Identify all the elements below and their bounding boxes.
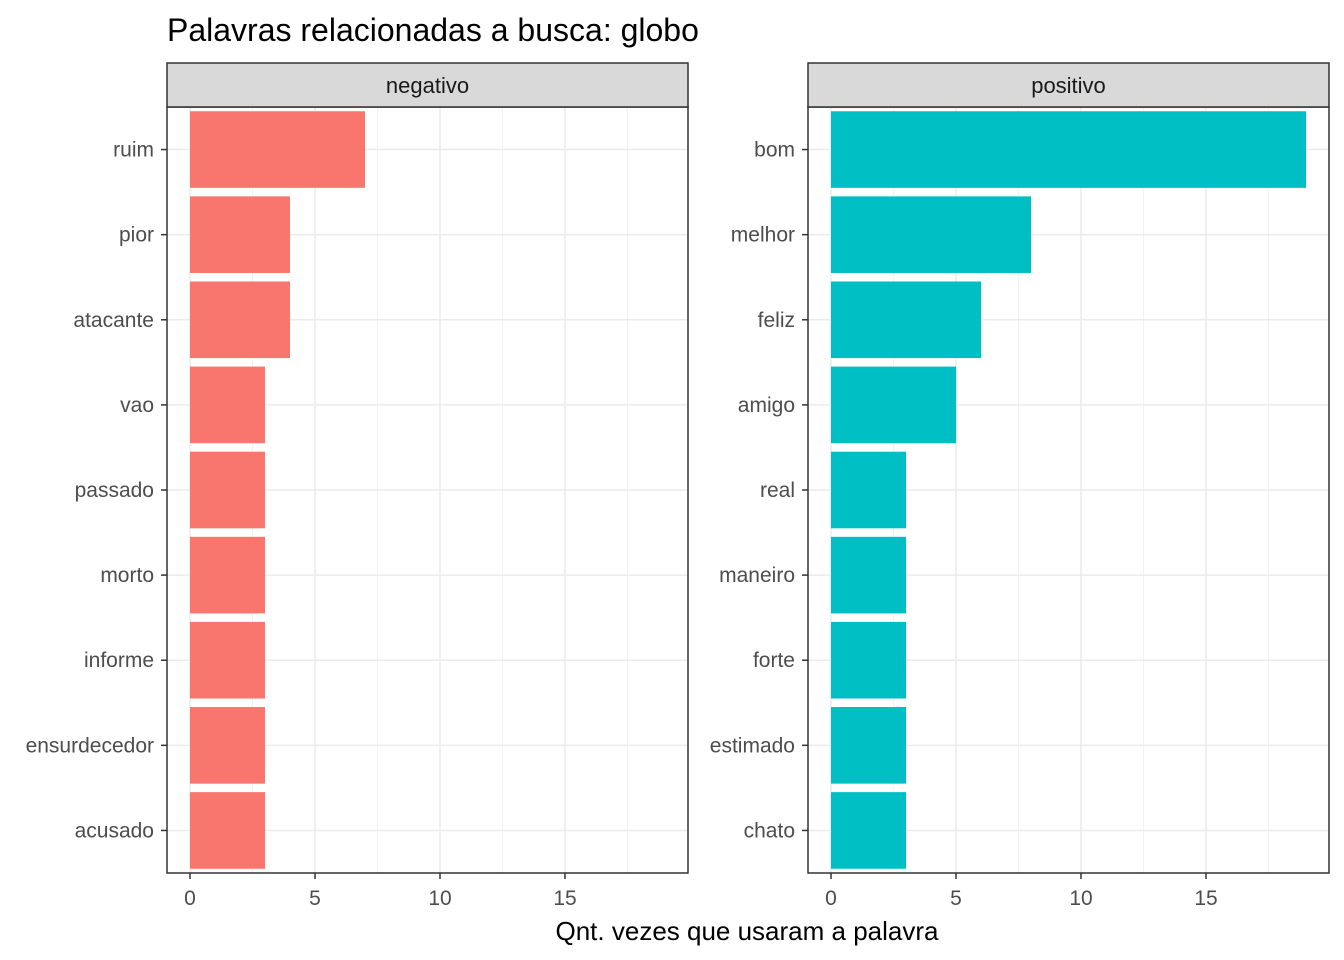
x-tick-label: 10 [428, 887, 451, 910]
y-tick-label-melhor: melhor [731, 224, 795, 247]
x-tick-label: 10 [1069, 887, 1092, 910]
x-tick-label: 0 [184, 887, 196, 910]
x-tick-label: 15 [553, 887, 576, 910]
panels: negativo ruim pior atacante vao passado morto i… [26, 62, 1330, 910]
y-tick-label-morto: morto [100, 564, 154, 587]
bar-ensurdecedor [190, 707, 265, 784]
strip-background [166, 62, 689, 108]
y-tick-label-bom: bom [754, 139, 795, 162]
bar-chato [831, 792, 906, 869]
y-tick-label-vao: vao [120, 394, 154, 417]
y-tick-label-amigo: amigo [738, 394, 795, 417]
x-tick-label: 5 [309, 887, 321, 910]
y-tick-label-chato: chato [744, 819, 795, 842]
bar-maneiro [831, 536, 906, 614]
bar-acusado [190, 792, 265, 869]
bar-bom [831, 111, 1306, 188]
bar-forte [831, 621, 906, 699]
panel-negativo: negativo ruim pior atacante vao passado morto i… [26, 62, 689, 910]
y-tick-label-ruim: ruim [113, 139, 154, 162]
y-tick-label-informe: informe [84, 649, 154, 672]
x-tick-label: 0 [825, 887, 837, 910]
bar-melhor [831, 196, 1031, 273]
bar-morto [190, 536, 265, 614]
bar-amigo [831, 366, 956, 444]
chart-title: Palavras relacionadas a busca: globo [167, 12, 699, 48]
y-tick-label-maneiro: maneiro [719, 564, 795, 587]
bar-pior [190, 196, 290, 273]
y-tick-label-acusado: acusado [75, 819, 154, 842]
x-tick-label: 5 [950, 887, 962, 910]
y-tick-label-real: real [760, 479, 795, 502]
y-tick-label-feliz: feliz [758, 309, 795, 332]
strip-label: positivo [1031, 73, 1106, 98]
y-tick-label-pior: pior [119, 224, 154, 247]
bar-passado [190, 451, 265, 529]
bar-estimado [831, 707, 906, 784]
bar-feliz [831, 281, 981, 359]
panel-positivo: positivo bom melhor feliz amigo real maneiro fo… [710, 62, 1330, 910]
strip-label: negativo [386, 73, 469, 98]
bar-informe [190, 621, 265, 699]
bar-real [831, 451, 906, 529]
bar-ruim [190, 111, 365, 188]
y-tick-label-ensurdecedor: ensurdecedor [26, 734, 154, 757]
y-tick-label-passado: passado [75, 479, 154, 502]
strip-background [807, 62, 1330, 108]
bar-vao [190, 366, 265, 444]
x-tick-label: 15 [1194, 887, 1217, 910]
y-tick-label-atacante: atacante [73, 309, 154, 332]
y-tick-label-estimado: estimado [710, 734, 795, 757]
bar-atacante [190, 281, 290, 359]
x-axis-label: Qnt. vezes que usaram a palavra [556, 916, 940, 946]
y-tick-label-forte: forte [753, 649, 795, 672]
